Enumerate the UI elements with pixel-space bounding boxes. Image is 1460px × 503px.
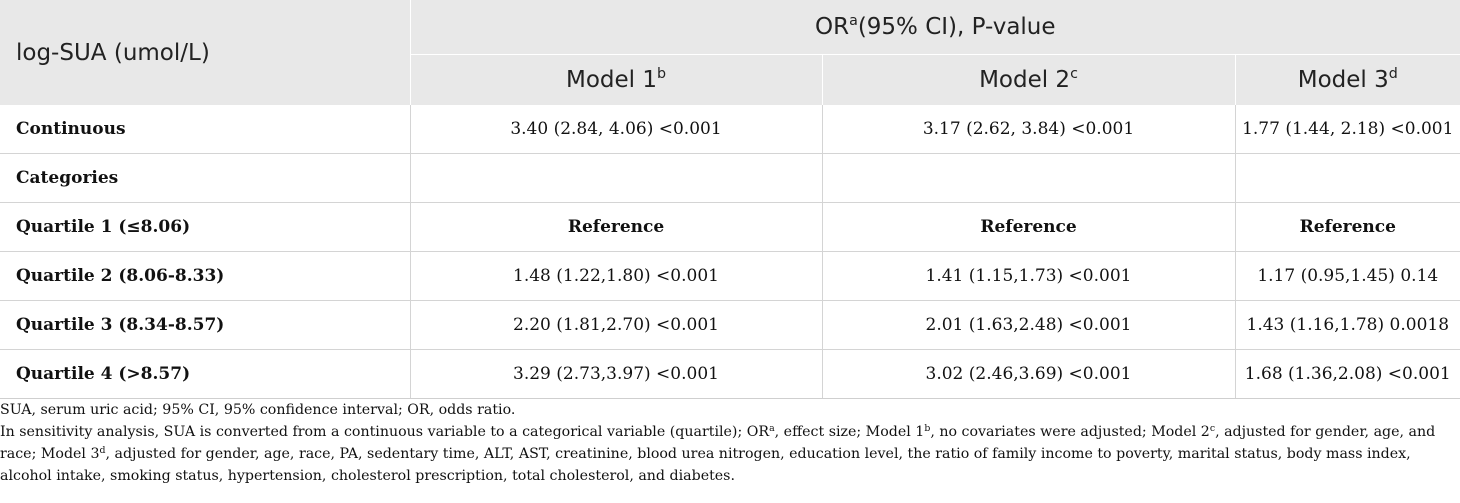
table-cell: Reference (1235, 202, 1460, 252)
table-cell: 3.17 (2.62, 3.84) <0.001 (822, 105, 1236, 154)
or-group-header: ORa(95% CI), P-value (410, 0, 1460, 55)
model-1-header: Model 1b (410, 54, 823, 105)
footnote-text: , adjusted for gender, age, race, PA, se… (0, 446, 1411, 484)
row-label: Categories (0, 153, 411, 203)
row-label-header-text: log-SUA (umol/L) (16, 39, 210, 66)
footnote-sup: b (924, 422, 931, 434)
table-cell: 2.20 (1.81,2.70) <0.001 (410, 300, 823, 350)
footnote-text: , adjusted for gender, age, and race; Mo… (0, 424, 1436, 462)
table-cell (822, 153, 1236, 203)
table-cell: 3.40 (2.84, 4.06) <0.001 (410, 105, 823, 154)
table-cell: 1.68 (1.36,2.08) <0.001 (1235, 349, 1460, 399)
table-cell: 3.02 (2.46,3.69) <0.001 (822, 349, 1236, 399)
row-label: Continuous (0, 105, 411, 154)
footnote-text: , effect size; Model 1 (774, 424, 925, 440)
row-label: Quartile 3 (8.34-8.57) (0, 300, 411, 350)
footnote-abbreviations: SUA, serum uric acid; 95% CI, 95% confid… (0, 402, 516, 418)
model-2-header-sup: c (1070, 66, 1078, 83)
table-row: Categories (0, 153, 1460, 203)
footnote-sup: c (1209, 422, 1216, 434)
footnote-models: In sensitivity analysis, SUA is converte… (0, 421, 1455, 487)
model-1-header-sup: b (656, 66, 667, 83)
header-row-models: Model 1b Model 2c Model 3d (0, 54, 1460, 105)
or-group-header-main: OR (814, 14, 850, 40)
row-label: Quartile 1 (≤8.06) (0, 202, 411, 252)
table-row: Quartile 4 (>8.57) 3.29 (2.73,3.97) <0.0… (0, 349, 1460, 399)
table-row: Continuous 3.40 (2.84, 4.06) <0.001 3.17… (0, 105, 1460, 154)
footnote-sup: d (99, 444, 106, 456)
model-2-header: Model 2c (822, 54, 1236, 105)
table-cell: Reference (410, 202, 823, 252)
or-group-header-sup: a (849, 13, 858, 30)
table-cell (410, 153, 823, 203)
table-row: Quartile 2 (8.06-8.33) 1.48 (1.22,1.80) … (0, 251, 1460, 301)
table-cell: 3.29 (2.73,3.97) <0.001 (410, 349, 823, 399)
row-label: Quartile 2 (8.06-8.33) (0, 251, 411, 301)
row-label: Quartile 4 (>8.57) (0, 349, 411, 399)
model-3-header-sup: d (1388, 66, 1398, 83)
results-table: log-SUA (umol/L) ORa(95% CI), P-value Mo… (0, 0, 1460, 399)
header-row-top: log-SUA (umol/L) ORa(95% CI), P-value (0, 0, 1460, 105)
footnote-text: , no covariates were adjusted; Model 2 (930, 424, 1210, 440)
row-label-header: log-SUA (umol/L) (0, 0, 411, 105)
table-cell: 1.41 (1.15,1.73) <0.001 (822, 251, 1236, 301)
model-3-header: Model 3d (1235, 54, 1460, 105)
model-3-header-label: Model 3 (1297, 67, 1389, 93)
model-2-header-label: Model 2 (979, 67, 1071, 93)
table-cell: 1.43 (1.16,1.78) 0.0018 (1235, 300, 1460, 350)
table-cell: Reference (822, 202, 1236, 252)
table-cell: 1.17 (0.95,1.45) 0.14 (1235, 251, 1460, 301)
footnote-text: In sensitivity analysis, SUA is converte… (0, 424, 770, 440)
table-cell: 1.77 (1.44, 2.18) <0.001 (1235, 105, 1460, 154)
table-cell: 1.48 (1.22,1.80) <0.001 (410, 251, 823, 301)
table-row: Quartile 3 (8.34-8.57) 2.20 (1.81,2.70) … (0, 300, 1460, 350)
model-1-header-label: Model 1 (565, 67, 657, 93)
table-cell (1235, 153, 1460, 203)
table-cell: 2.01 (1.63,2.48) <0.001 (822, 300, 1236, 350)
footnote-sup: a (769, 422, 775, 434)
table-row: Quartile 1 (≤8.06) Reference Reference R… (0, 202, 1460, 252)
or-group-header-rest: (95% CI), P-value (857, 14, 1056, 40)
